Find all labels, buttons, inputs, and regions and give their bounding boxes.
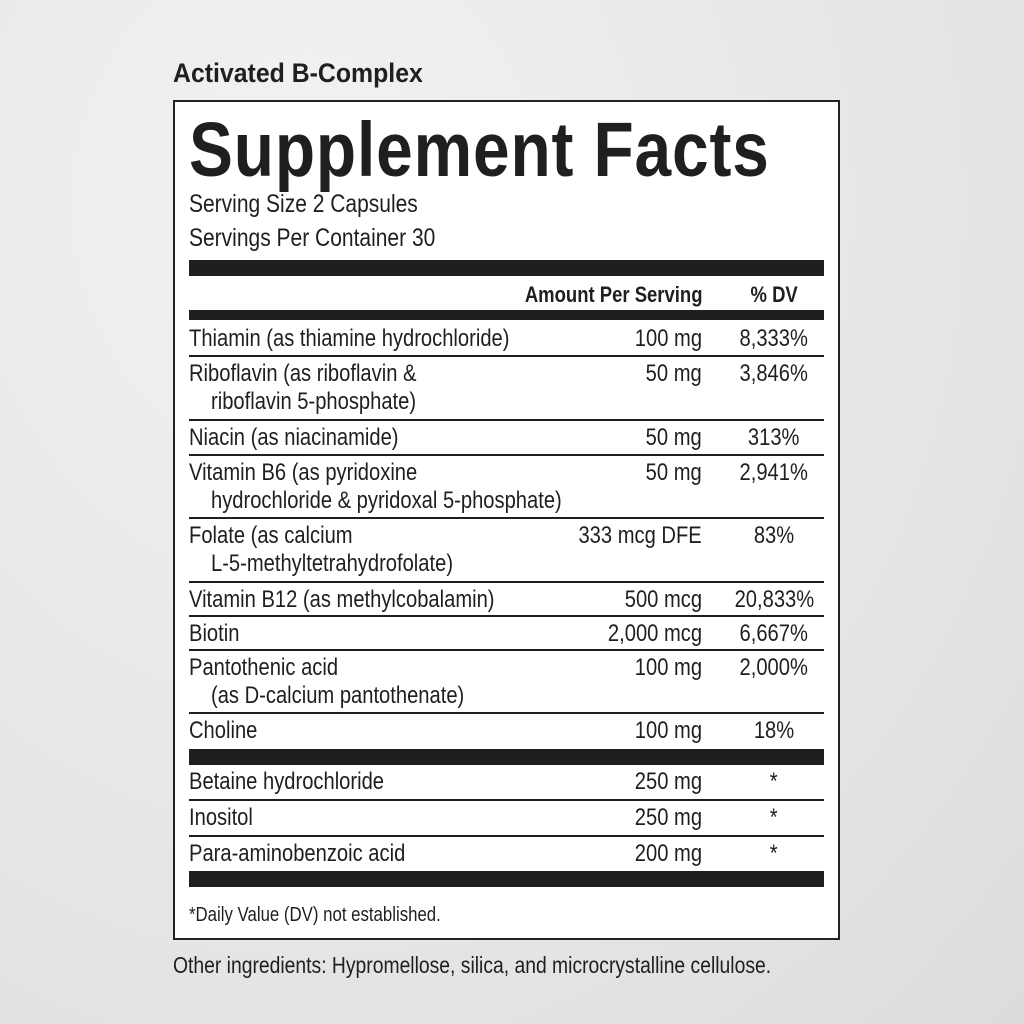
nutrient-row: Folate (as calcium L-5-methyltetrahydrofo… [189, 519, 824, 583]
nutrient-amount: 100 mg [634, 654, 702, 681]
nutrient-row: Thiamin (as thiamine hydrochloride) 100 m… [189, 322, 824, 357]
nutrient-name-line: Inositol [189, 804, 253, 831]
divider-thick [189, 260, 824, 276]
nutrient-amount: 250 mg [634, 768, 702, 795]
nutrient-dv: 2,941% [739, 459, 809, 486]
nutrient-amount: 333 mcg DFE [578, 522, 702, 549]
nutrient-amount: 50 mg [645, 459, 702, 486]
nutrient-name-line: Folate (as calcium [189, 522, 353, 549]
nutrient-name-line: Vitamin B6 (as pyridoxine [189, 459, 418, 486]
nutrient-name-line: Vitamin B12 (as methylcobalamin) [189, 586, 495, 613]
nutrient-dv: 18% [753, 717, 795, 744]
nutrient-dv: 3,846% [739, 360, 809, 387]
nutrient-name: Choline [189, 717, 270, 745]
nutrient-name-line: riboflavin 5-phosphate) [211, 388, 417, 415]
nutrient-dv: * [770, 768, 778, 795]
footnote: *Daily Value (DV) not established. [189, 904, 441, 926]
nutrient-name: Vitamin B12 (as methylcobalamin) [189, 586, 553, 614]
nutrient-amount: 500 mcg [624, 586, 702, 613]
nutrient-amount: 50 mg [645, 424, 702, 451]
nutrient-amount: 200 mg [634, 840, 702, 867]
nutrient-name-line: hydrochloride & pyridoxal 5-phosphate) [211, 487, 562, 514]
nutrient-name-line: Niacin (as niacinamide) [189, 424, 399, 451]
nutrient-amount: 250 mg [634, 804, 702, 831]
nutrient-dv: 8,333% [739, 325, 809, 352]
nutrient-dv: 313% [748, 424, 800, 451]
nutrient-name: Pantothenic acid (as D-calcium pantothena… [189, 654, 512, 710]
nutrient-name-line: L-5-methyltetrahydrofolate) [211, 550, 454, 577]
nutrient-row: Choline 100 mg 18% [189, 714, 824, 749]
nutrient-row: Riboflavin (as riboflavin & riboflavin 5-… [189, 357, 824, 421]
nutrient-name-line: Riboflavin (as riboflavin & [189, 360, 417, 387]
nutrient-name: Biotin [189, 620, 249, 648]
nutrient-name-line: Betaine hydrochloride [189, 768, 385, 795]
divider-thick [189, 749, 824, 765]
other-ingredients: Other ingredients: Hypromellose, silica,… [173, 952, 772, 978]
nutrient-row: Pantothenic acid (as D-calcium pantothena… [189, 651, 824, 714]
nutrient-dv: 20,833% [734, 586, 814, 613]
nutrient-name-line: Choline [189, 717, 258, 744]
nutrient-name-line: Biotin [189, 620, 240, 647]
divider-medium [189, 310, 824, 320]
nutrient-row: Para-aminobenzoic acid 200 mg * [189, 837, 824, 871]
header-amount: Amount Per Serving [524, 282, 702, 307]
header-dv: % DV [750, 282, 798, 307]
nutrient-dv: * [770, 840, 778, 867]
nutrient-name: Niacin (as niacinamide) [189, 424, 438, 452]
nutrient-name: Thiamin (as thiamine hydrochloride) [189, 325, 571, 353]
nutrient-amount: 100 mg [634, 717, 702, 744]
nutrient-name-line: Pantothenic acid [189, 654, 339, 681]
nutrient-row: Betaine hydrochloride 250 mg * [189, 765, 824, 801]
nutrient-dv: 6,667% [739, 620, 809, 647]
nutrient-name-line: Para-aminobenzoic acid [189, 840, 406, 867]
nutrient-dv: 83% [753, 522, 795, 549]
nutrient-row: Inositol 250 mg * [189, 801, 824, 837]
nutrient-name: Para-aminobenzoic acid [189, 840, 446, 868]
nutrient-name: Folate (as calcium L-5-methyltetrahydrofo… [189, 522, 499, 578]
nutrient-name: Vitamin B6 (as pyridoxine hydrochloride &… [189, 459, 629, 515]
serving-size: Serving Size 2 Capsules [189, 190, 418, 218]
nutrient-dv: 2,000% [739, 654, 809, 681]
nutrient-row: Vitamin B12 (as methylcobalamin) 500 mcg 2… [189, 583, 824, 617]
nutrient-row: Vitamin B6 (as pyridoxine hydrochloride &… [189, 456, 824, 519]
supplement-facts-panel: Supplement Facts Serving Size 2 Capsules… [173, 100, 840, 940]
divider-thick [189, 871, 824, 887]
nutrient-name-line: Thiamin (as thiamine hydrochloride) [189, 325, 510, 352]
nutrient-row: Biotin 2,000 mcg 6,667% [189, 617, 824, 651]
nutrient-amount: 100 mg [634, 325, 702, 352]
nutrient-amount: 50 mg [645, 360, 702, 387]
product-name: Activated B-Complex [173, 58, 423, 88]
nutrient-name: Betaine hydrochloride [189, 768, 421, 796]
nutrient-name: Riboflavin (as riboflavin & riboflavin 5-… [189, 360, 460, 416]
nutrient-amount: 2,000 mcg [607, 620, 702, 647]
nutrient-dv: * [770, 804, 778, 831]
servings-per-container: Servings Per Container 30 [189, 224, 436, 252]
nutrient-table: Thiamin (as thiamine hydrochloride) 100 m… [189, 322, 824, 887]
column-header: Amount Per Serving % DV [189, 282, 824, 308]
panel-title: Supplement Facts [189, 107, 770, 193]
nutrient-row: Niacin (as niacinamide) 50 mg 313% [189, 421, 824, 456]
nutrient-name-line: (as D-calcium pantothenate) [211, 682, 465, 709]
nutrient-name: Inositol [189, 804, 265, 832]
